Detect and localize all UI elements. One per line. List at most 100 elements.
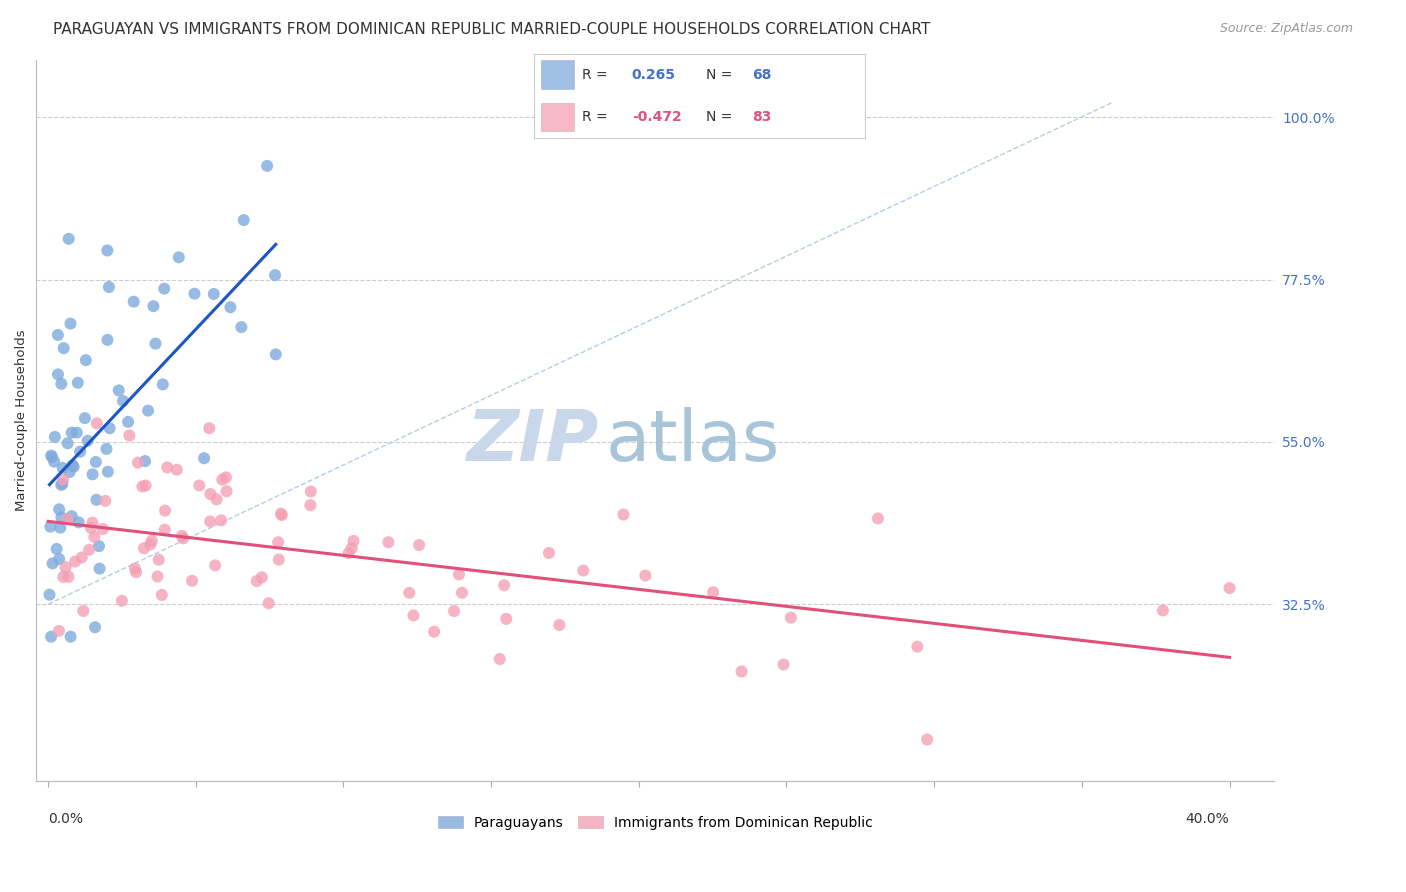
Point [60,509,83,524]
Text: N =: N = [706,110,733,124]
Point [342,534,364,549]
Point [443,604,465,618]
Point [170,529,193,543]
Point [1152,603,1174,617]
Point [72,604,94,618]
Point [408,538,430,552]
Point [340,541,363,556]
Point [63,555,86,569]
Point [866,511,889,525]
Text: atlas: atlas [606,408,780,476]
Point [132,541,155,556]
Point [219,300,242,314]
Point [69,444,91,458]
Point [44,455,66,469]
Point [495,612,517,626]
Point [49,521,72,535]
Point [204,558,226,573]
Point [267,535,290,549]
Point [167,250,190,264]
Point [135,478,157,492]
Point [94,494,117,508]
Point [52,570,75,584]
Point [702,585,724,599]
Point [46,328,69,343]
Point [270,507,292,521]
Point [39,449,62,463]
Point [572,564,595,578]
Point [86,492,108,507]
Text: R =: R = [582,68,607,82]
FancyBboxPatch shape [541,103,574,131]
Point [66,425,89,440]
Point [198,515,221,529]
Point [905,640,928,654]
Point [215,470,238,484]
Text: 40.0%: 40.0% [1185,812,1229,825]
Point [202,287,225,301]
Legend: Paraguayans, Immigrants from Dominican Republic: Paraguayans, Immigrants from Dominican R… [432,810,877,835]
Point [75,353,97,368]
Point [246,574,269,588]
Point [451,586,474,600]
Point [96,333,118,347]
Point [97,280,120,294]
Text: R =: R = [582,110,607,124]
Point [172,532,194,546]
Point [58,232,80,246]
Text: 83: 83 [752,110,772,124]
Point [193,451,215,466]
Point [118,428,141,442]
Point [39,519,62,533]
Point [136,403,159,417]
Point [82,467,104,482]
Point [188,478,211,492]
Point [66,376,89,390]
Point [145,336,167,351]
Point [198,421,221,435]
Point [77,542,100,557]
Point [337,546,360,560]
Point [82,516,104,530]
Point [257,596,280,610]
Point [48,502,70,516]
Point [107,384,129,398]
Point [56,512,79,526]
Point [51,510,73,524]
Text: 68: 68 [752,68,772,82]
Point [48,624,70,638]
Point [98,421,121,435]
Point [166,463,188,477]
Point [84,455,107,469]
Text: 0.0%: 0.0% [48,812,83,825]
Y-axis label: Married-couple Households: Married-couple Households [15,329,28,511]
Point [84,620,107,634]
Point [58,465,80,479]
Point [150,588,173,602]
Point [80,521,103,535]
Point [62,459,84,474]
Point [270,508,292,522]
Point [488,652,510,666]
Point [146,569,169,583]
Point [250,570,273,584]
Point [139,537,162,551]
Point [56,436,79,450]
Point [97,465,120,479]
Point [52,473,75,487]
Point [141,533,163,548]
Point [125,565,148,579]
Point [299,484,322,499]
Point [45,541,67,556]
Text: -0.472: -0.472 [631,110,682,124]
Point [73,411,96,425]
Point [142,299,165,313]
Text: PARAGUAYAN VS IMMIGRANTS FROM DOMINICAN REPUBLIC MARRIED-COUPLE HOUSEHOLDS CORRE: PARAGUAYAN VS IMMIGRANTS FROM DOMINICAN … [53,22,931,37]
Point [264,347,287,361]
Point [122,294,145,309]
Point [70,550,93,565]
Point [402,608,425,623]
Point [256,159,278,173]
Point [267,552,290,566]
Point [52,341,75,355]
